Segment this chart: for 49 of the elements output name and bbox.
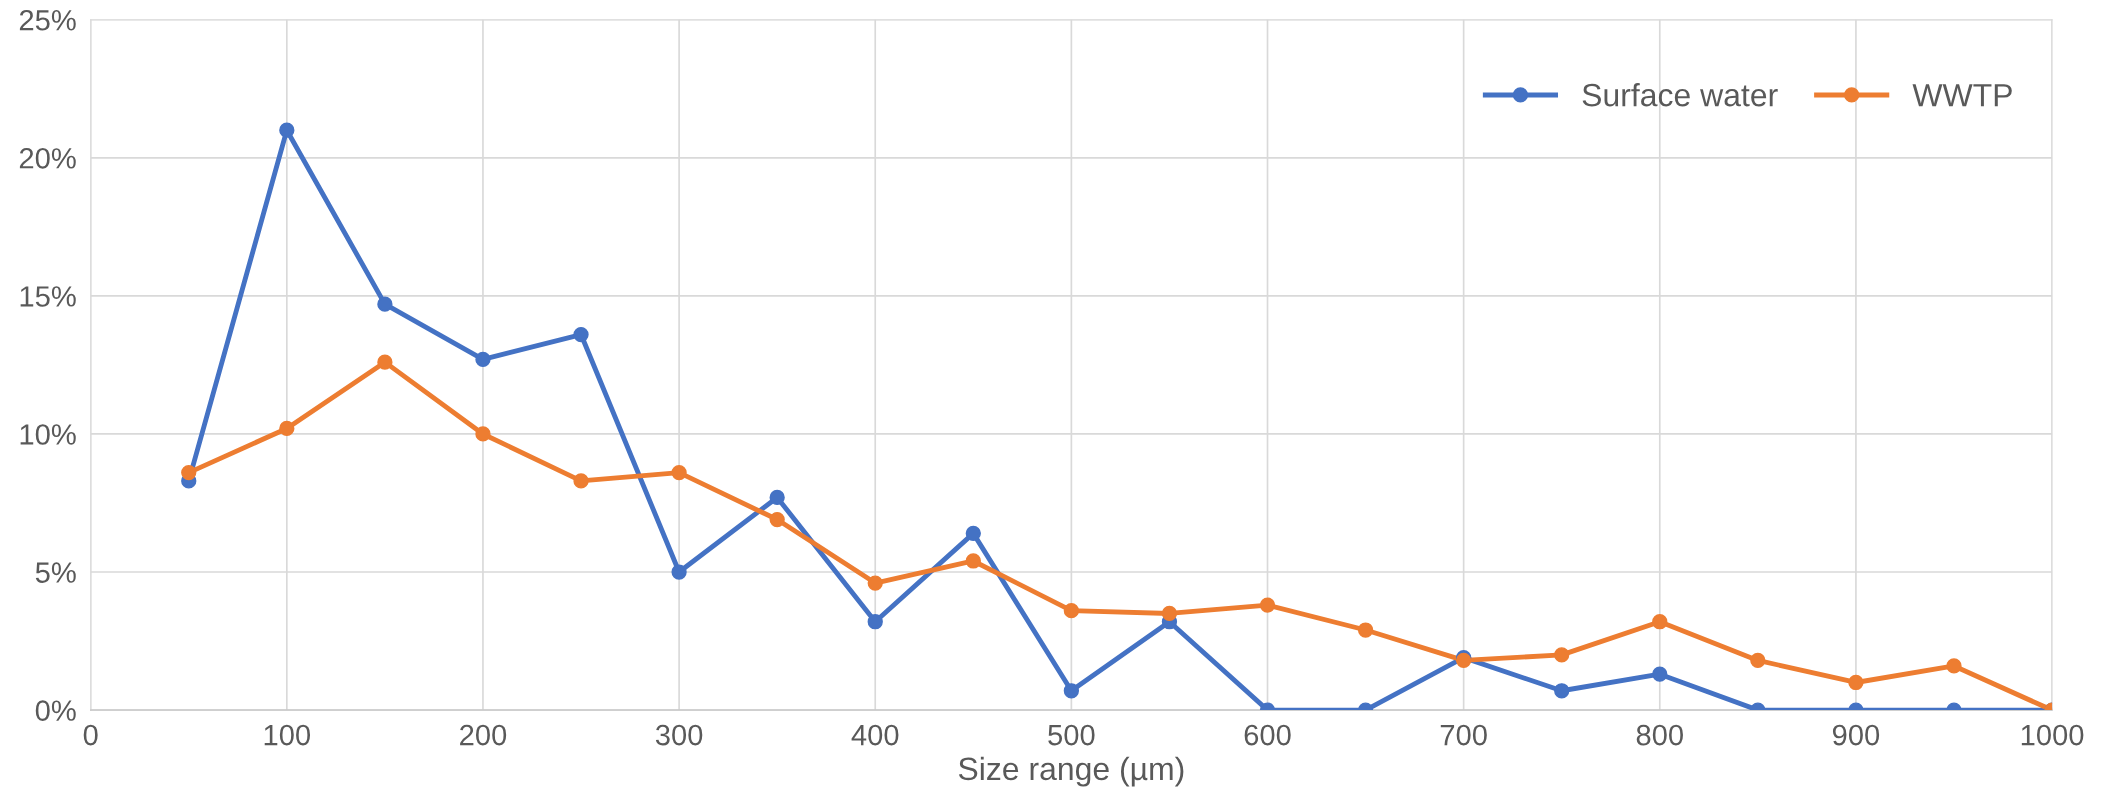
point xyxy=(671,464,687,481)
x-tick-label: 700 xyxy=(1440,724,1487,746)
point xyxy=(1750,652,1766,669)
y-tick-label: 10% xyxy=(20,424,76,445)
point xyxy=(377,354,393,370)
point xyxy=(377,296,393,312)
point xyxy=(1652,666,1668,682)
point xyxy=(1652,614,1668,630)
point xyxy=(769,489,785,506)
point xyxy=(475,351,491,368)
y-tick-label: 15% xyxy=(20,286,76,307)
legend-label: Surface water xyxy=(1582,83,1778,107)
point xyxy=(1848,674,1864,691)
x-tick-label: 100 xyxy=(264,724,311,746)
point xyxy=(1946,658,1962,674)
x-tick-label: 900 xyxy=(1832,724,1880,746)
point xyxy=(1259,597,1276,613)
point xyxy=(769,511,785,528)
point xyxy=(1161,605,1178,622)
x-tick-label: 1000 xyxy=(2021,724,2084,746)
x-tick-label: 500 xyxy=(1048,724,1095,746)
x-axis-title: Size range (µm) xyxy=(958,756,1184,787)
y-tick-label: 25% xyxy=(19,9,76,31)
y-tick-label: 0% xyxy=(35,700,76,721)
point xyxy=(181,464,197,481)
point xyxy=(573,326,589,343)
point xyxy=(1063,683,1080,699)
point xyxy=(1357,622,1374,638)
point xyxy=(1554,647,1570,663)
point xyxy=(867,575,883,591)
x-tick-label: 0 xyxy=(83,724,98,746)
y-tick-label: 5% xyxy=(35,562,76,583)
point xyxy=(279,420,295,437)
point xyxy=(671,564,687,580)
point xyxy=(1063,603,1080,619)
legend-label: WWTP xyxy=(1912,84,2012,107)
x-tick-label: 400 xyxy=(851,724,899,746)
x-tick-label: 300 xyxy=(655,724,703,746)
point xyxy=(279,122,295,138)
y-tick-label: 20% xyxy=(19,148,76,169)
point xyxy=(573,473,589,489)
point xyxy=(965,553,981,569)
point xyxy=(1554,683,1570,699)
x-tick-label: 600 xyxy=(1244,724,1291,746)
point xyxy=(965,525,981,542)
x-tick-label: 200 xyxy=(460,724,507,746)
x-tick-label: 800 xyxy=(1636,724,1683,746)
point xyxy=(867,614,883,630)
point xyxy=(475,426,491,442)
